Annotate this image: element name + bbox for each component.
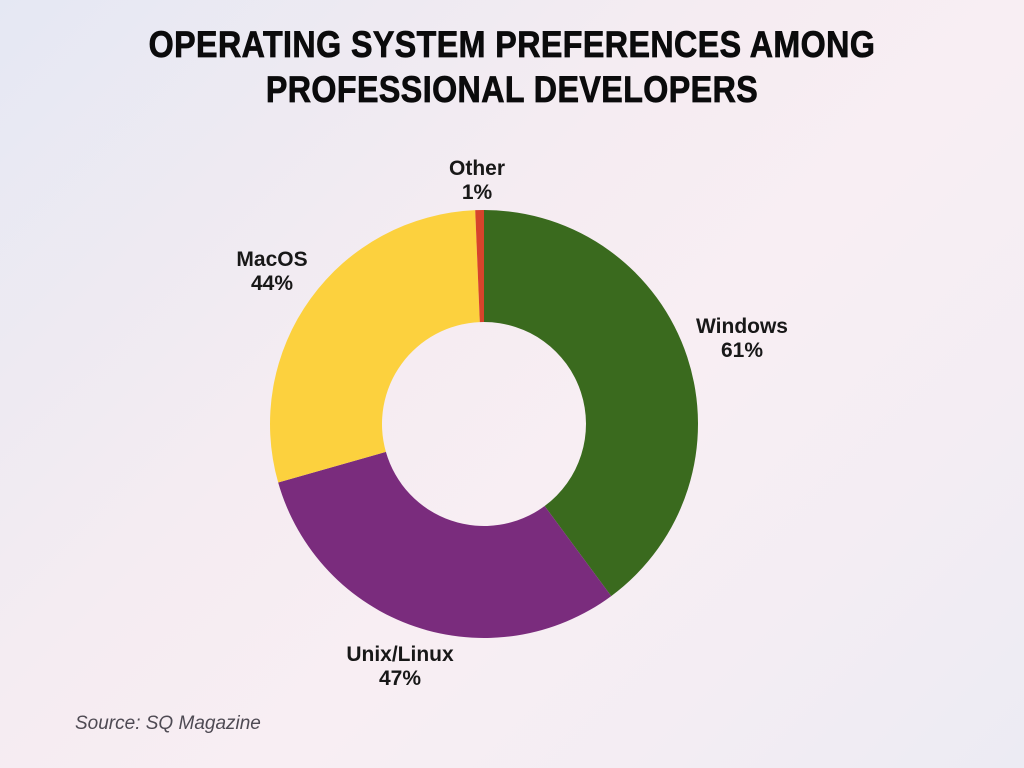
slice-label-unix-linux-value: 47% xyxy=(378,667,422,690)
slice-label-other-name: Other xyxy=(448,157,506,180)
slice-label-macos-value: 44% xyxy=(250,272,294,295)
slice-label-windows-value: 61% xyxy=(720,339,764,362)
slice-other xyxy=(475,210,484,323)
slice-label-macos: MacOS 44% xyxy=(236,248,307,296)
title-line-2: PROFESSIONAL DEVELOPERS xyxy=(265,69,759,111)
slice-label-windows: Windows 61% xyxy=(696,315,788,363)
slice-label-macos-name: MacOS xyxy=(236,248,308,271)
slice-label-unix-linux: Unix/Linux 47% xyxy=(346,643,453,691)
source-note: Source: SQ Magazine xyxy=(75,713,261,734)
page-title: OPERATING SYSTEM PREFERENCES AMONG PROFE… xyxy=(0,22,1024,112)
slice-unix-linux xyxy=(278,451,612,638)
slice-label-other-value: 1% xyxy=(461,181,493,204)
title-line-1: OPERATING SYSTEM PREFERENCES AMONG xyxy=(148,24,876,66)
slice-label-other: Other 1% xyxy=(449,157,505,205)
slice-macos xyxy=(270,210,480,483)
slice-label-unix-linux-name: Unix/Linux xyxy=(346,643,454,666)
slice-label-windows-name: Windows xyxy=(696,315,788,338)
slice-windows xyxy=(484,210,698,597)
